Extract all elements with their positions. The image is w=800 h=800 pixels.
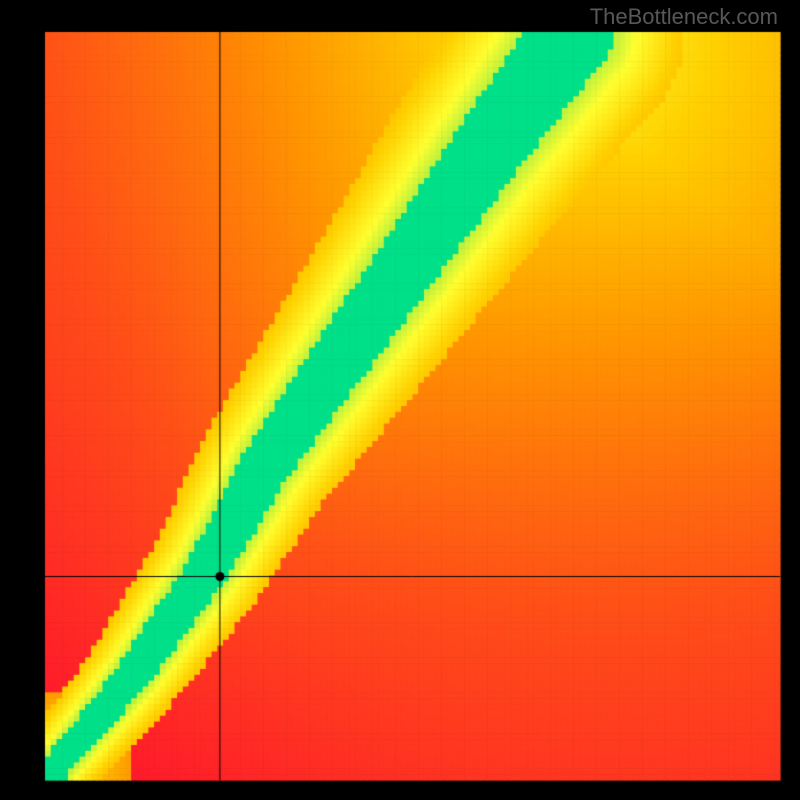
- bottleneck-heatmap-canvas: [0, 0, 800, 800]
- chart-container: TheBottleneck.com: [0, 0, 800, 800]
- watermark-text: TheBottleneck.com: [590, 4, 778, 30]
